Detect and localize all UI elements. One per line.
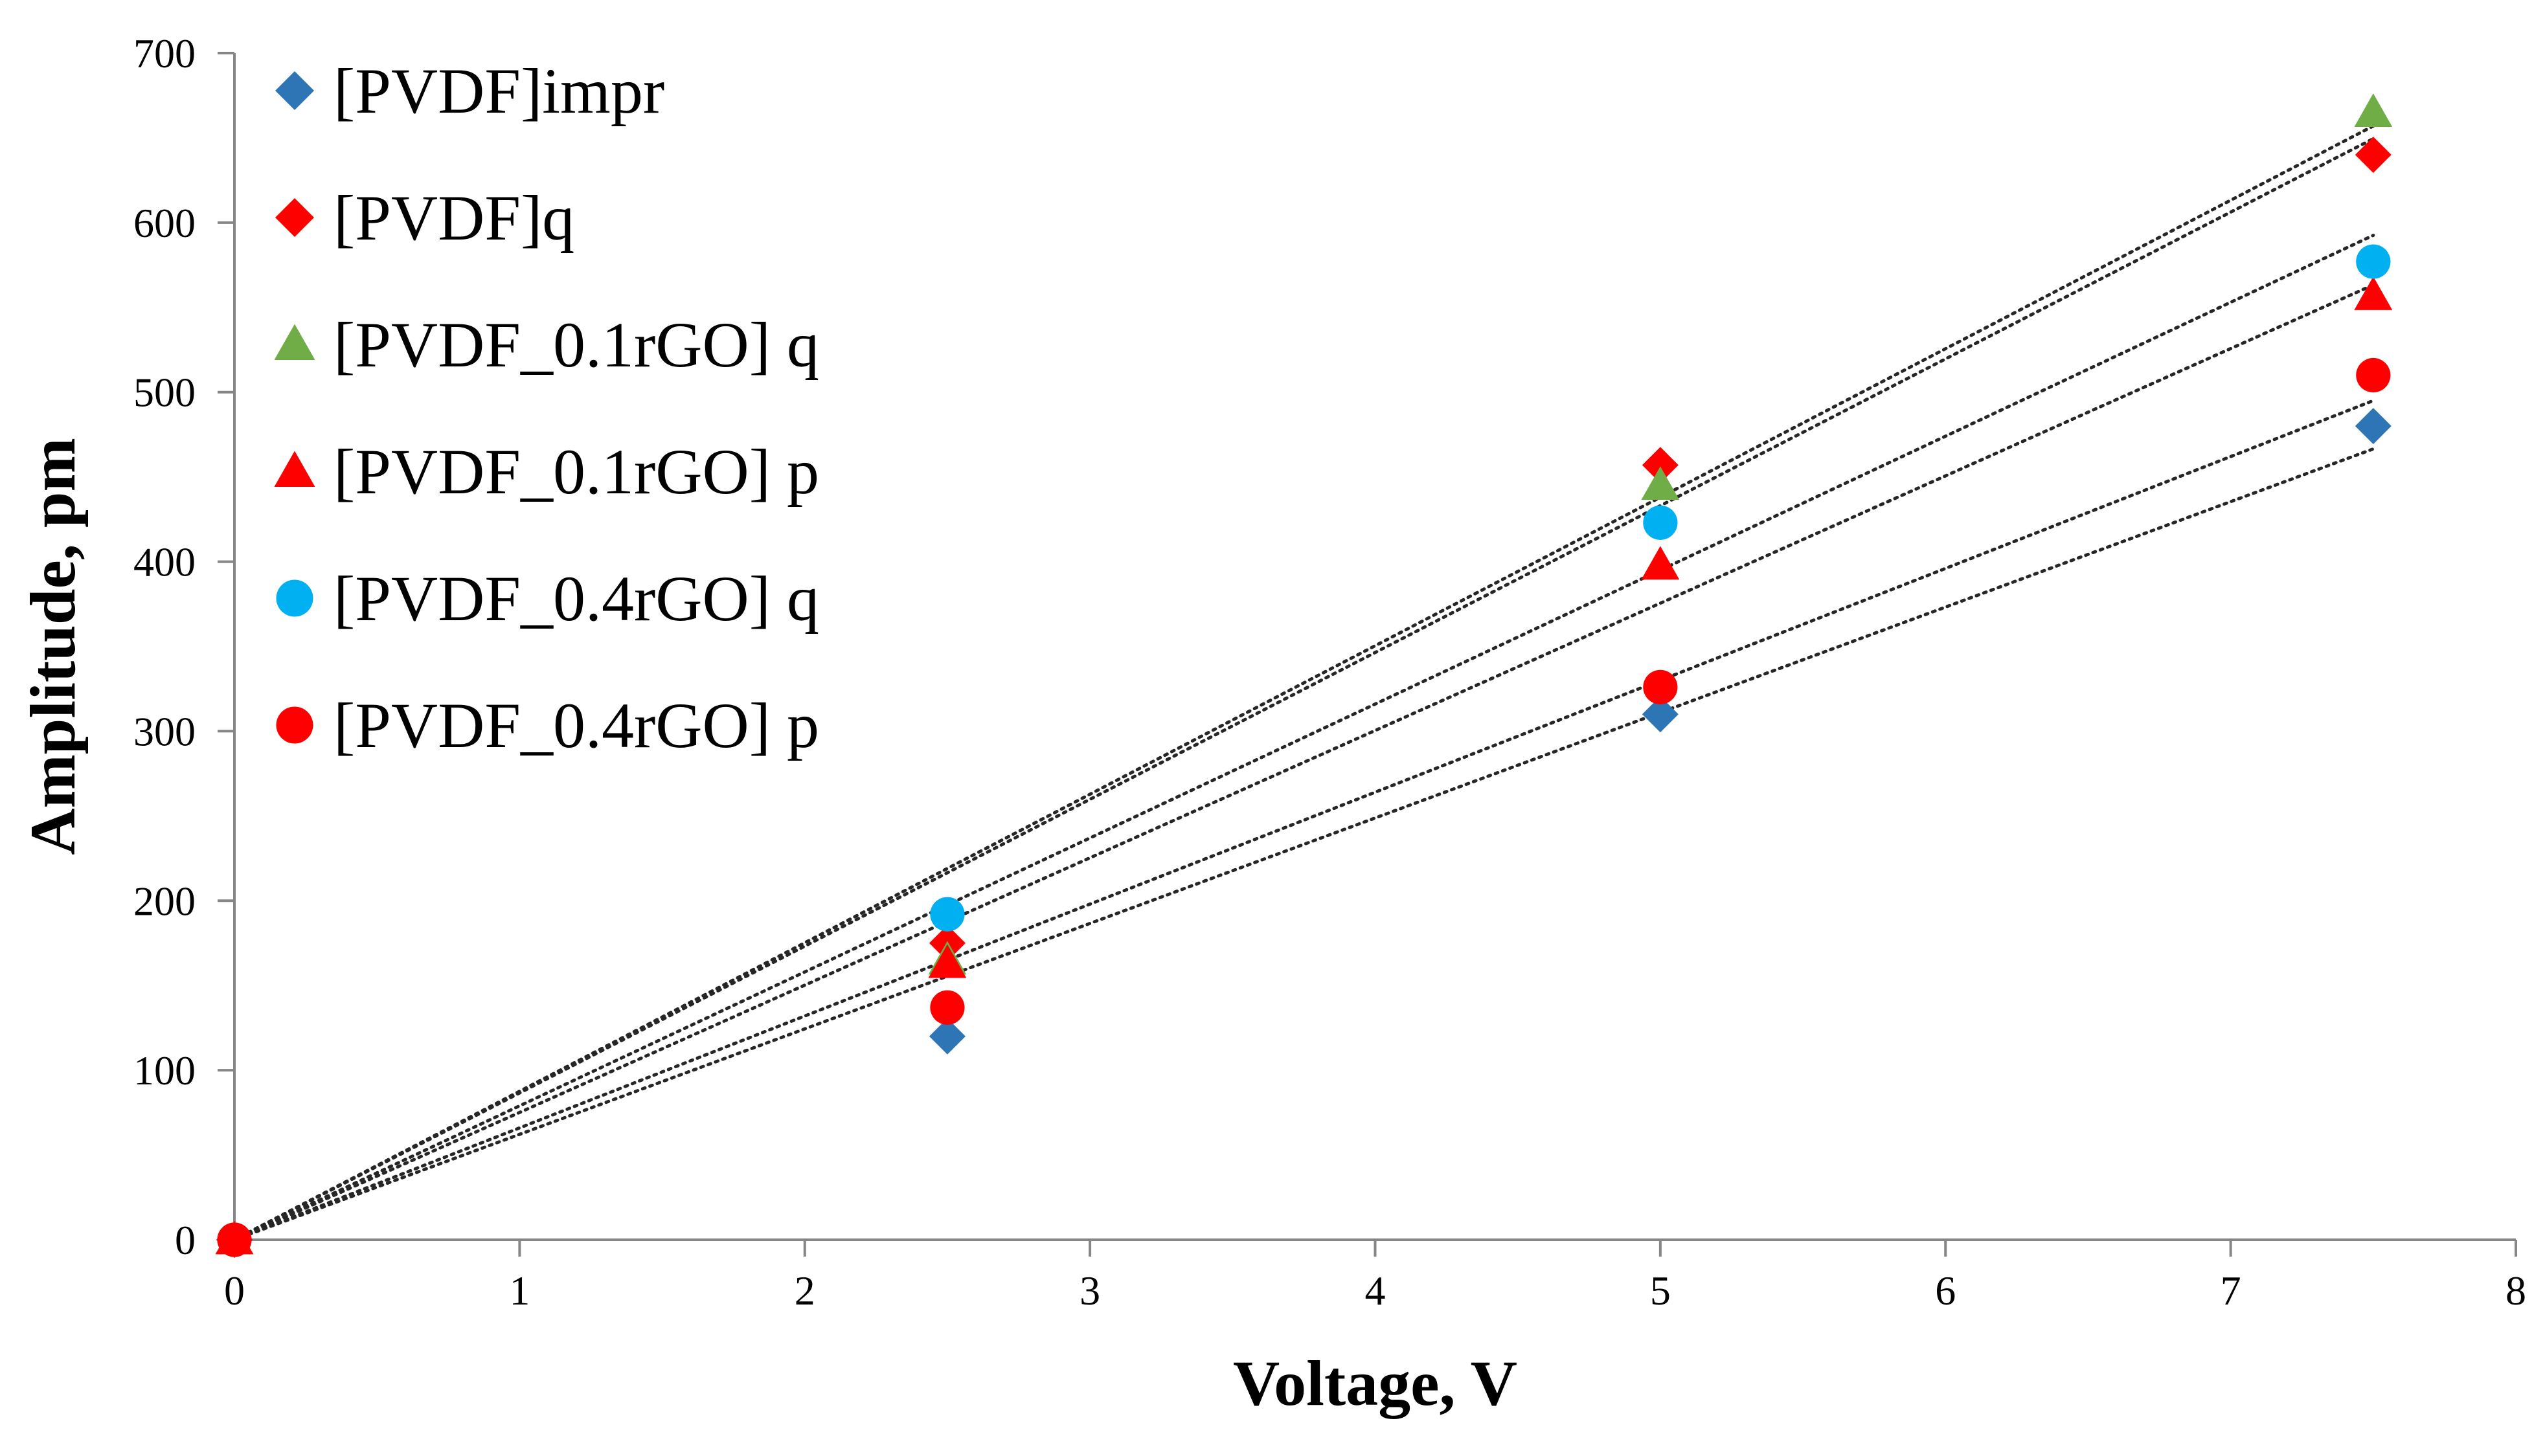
x-tick-label: 0	[224, 1268, 245, 1314]
data-point-series-4	[928, 944, 967, 978]
x-tick-label: 1	[509, 1268, 530, 1314]
data-point-series-6	[1643, 669, 1678, 704]
x-tick-label: 2	[795, 1268, 815, 1314]
data-points	[215, 93, 2393, 1258]
data-point-series-5	[1643, 505, 1678, 540]
trendline-series-6	[232, 399, 2375, 1242]
x-tick-label: 4	[1365, 1268, 1386, 1314]
legend-marker-3	[274, 324, 315, 360]
y-tick-label: 0	[175, 1217, 196, 1263]
data-point-series-1	[929, 1018, 966, 1055]
trendline-series-5	[232, 233, 2375, 1242]
trendline-series-2	[232, 137, 2375, 1242]
legend-marker-1	[275, 71, 314, 110]
legend-label: [PVDF_0.1rGO] q	[334, 309, 819, 381]
data-point-series-4	[1641, 546, 1680, 580]
y-tick-label: 200	[133, 878, 196, 924]
x-tick-label: 8	[2505, 1268, 2526, 1314]
legend-label: [PVDF]impr	[334, 55, 664, 127]
legend-label: [PVDF_0.1rGO] p	[334, 436, 819, 508]
data-point-series-6	[930, 990, 965, 1025]
y-tick-label: 600	[133, 200, 196, 246]
trendline-series-1	[232, 447, 2375, 1242]
trendline-series-3	[232, 124, 2375, 1242]
x-tick-label: 7	[2221, 1268, 2241, 1314]
data-point-series-2	[1642, 447, 1679, 484]
x-tick-label: 3	[1080, 1268, 1100, 1314]
data-point-series-5	[2356, 244, 2391, 279]
legend-marker-5	[276, 579, 313, 617]
legend-label: [PVDF_0.4rGO] q	[334, 563, 819, 634]
x-tick-label: 6	[1935, 1268, 1956, 1314]
data-point-series-3	[1641, 466, 1680, 500]
data-point-series-6	[2356, 357, 2391, 393]
x-tick-label: 5	[1650, 1268, 1671, 1314]
y-tick-label: 100	[133, 1047, 196, 1093]
axes: 0 100 200 300 400 500 600 700 0 1 2 3 4 5 6 7 8	[133, 30, 2526, 1314]
y-tick-label: 400	[133, 539, 196, 585]
legend-marker-2	[275, 198, 314, 237]
legend-marker-6	[276, 706, 313, 744]
data-point-series-2	[2355, 137, 2392, 174]
y-tick-label: 500	[133, 370, 196, 416]
axis-titles: Voltage, V Amplitude, pm	[17, 438, 1517, 1419]
trendlines	[232, 124, 2375, 1242]
legend: [PVDF]impr [PVDF]q [PVDF_0.1rGO] q [PVDF_0.…	[274, 55, 819, 761]
data-point-series-5	[930, 897, 965, 932]
data-point-series-4	[2354, 276, 2393, 310]
y-tick-label: 300	[133, 708, 196, 754]
data-point-series-1	[2355, 408, 2392, 445]
legend-label: [PVDF_0.4rGO] p	[334, 689, 819, 761]
legend-marker-4	[274, 451, 315, 487]
data-point-series-6	[217, 1222, 252, 1257]
trendline-series-4	[232, 283, 2375, 1242]
data-point-series-3	[2354, 93, 2393, 128]
data-point-series-1	[1642, 696, 1679, 733]
y-tick-label: 700	[133, 30, 196, 76]
x-axis-title: Voltage, V	[1233, 1347, 1517, 1419]
y-axis-title: Amplitude, pm	[17, 438, 89, 855]
legend-label: [PVDF]q	[334, 182, 574, 254]
